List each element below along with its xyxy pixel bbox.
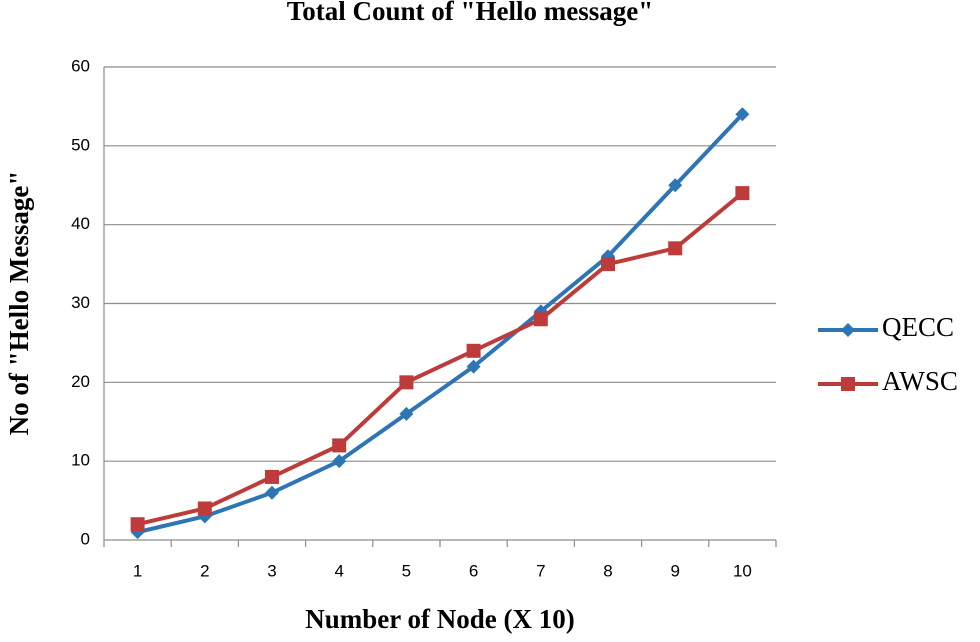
data-point [399,375,414,390]
data-point [668,241,683,256]
x-tick-label: 7 [536,561,545,580]
data-point [735,186,750,201]
x-tick-label: 4 [334,561,343,580]
data-point [601,257,615,272]
data-point [265,469,279,484]
y-tick-label: 0 [81,529,90,548]
data-point [130,517,145,532]
x-tick-label: 3 [267,561,276,580]
x-tick-label: 8 [603,561,612,580]
x-tick-label: 10 [733,561,752,580]
data-point [735,107,750,122]
data-point [466,343,481,358]
legend-label: QECC [882,312,954,342]
y-tick-label: 60 [71,56,90,75]
x-tick-label: 2 [200,561,209,580]
data-point [668,178,683,193]
x-tick-label: 5 [402,561,411,580]
data-point [265,485,279,500]
x-tick-label: 1 [133,561,142,580]
data-point [533,312,548,327]
data-point [399,406,414,421]
y-tick-label: 30 [71,293,90,312]
legend-marker [841,323,855,337]
series-line [137,191,744,527]
chart-title: Total Count of "Hello message" [287,0,653,26]
y-axis-label: No of "Hello Message" [4,171,34,436]
data-point [332,454,347,469]
y-tick-label: 50 [71,135,90,154]
legend-marker [841,377,855,391]
data-point [197,509,212,524]
data-point [466,359,481,374]
y-tick-label: 20 [71,372,90,391]
legend-label: AWSC [882,366,958,396]
y-tick-label: 40 [71,214,90,233]
x-axis-label: Number of Node (X 10) [305,604,574,634]
x-tick-label: 6 [469,561,478,580]
data-point [332,438,347,453]
y-tick-label: 10 [71,451,90,470]
series-line [137,112,744,535]
x-tick-label: 9 [670,561,679,580]
data-point [197,501,212,516]
